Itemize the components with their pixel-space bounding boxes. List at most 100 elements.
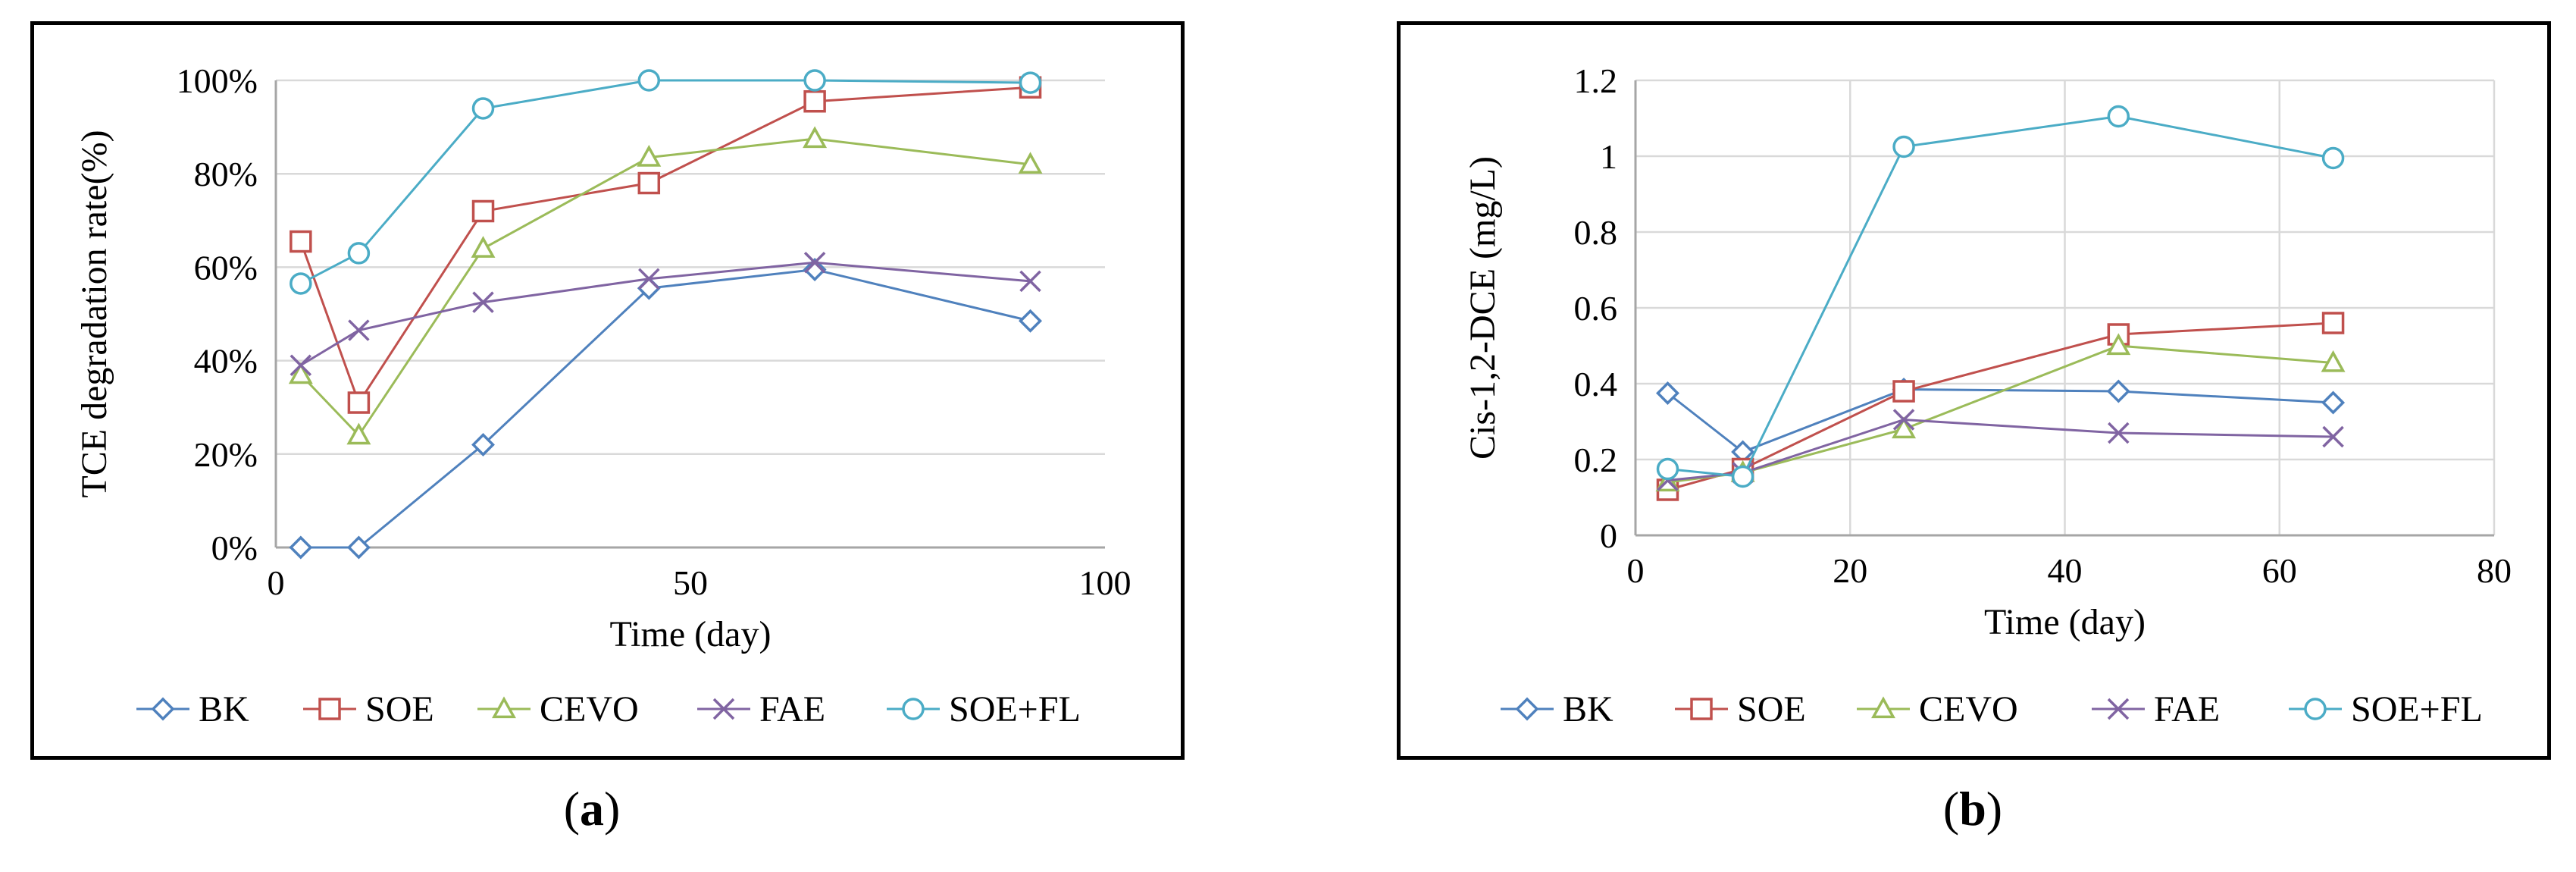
data-point [471, 97, 495, 120]
legend-label: SOE [1737, 689, 1806, 729]
y-tick-label: 60% [194, 248, 258, 287]
series-FAE [1657, 409, 2344, 491]
legend-label: BK [199, 689, 249, 729]
caption-b-close: ) [1986, 782, 2003, 836]
legend-label: SOE [365, 689, 434, 729]
legend-item-BK: BK [1501, 689, 1614, 729]
series-line [300, 268, 1031, 549]
legend-marker [492, 696, 516, 719]
legend-item-CEVO: CEVO [477, 689, 639, 729]
data-point [2106, 379, 2130, 403]
chart-b: 0 0.2 0.4 0.6 0.8 1 1.2 0 20 40 60 80 Time (day) Cis-… [1463, 61, 2512, 729]
legend-item-FAE: FAE [2092, 689, 2220, 729]
data-point [2107, 105, 2130, 128]
series-line [1667, 418, 2333, 481]
series-line [299, 86, 1031, 406]
legend-label: FAE [2154, 689, 2220, 729]
series-CEVO [288, 126, 1043, 445]
y-tick-label: 0.4 [1574, 365, 1618, 403]
legend-marker-stroke-2 [2107, 698, 2130, 720]
legend-label: BK [1563, 689, 1614, 729]
data-point [803, 126, 828, 149]
data-point [348, 319, 370, 341]
y-tick-label: 0.6 [1574, 289, 1618, 328]
data-point-stroke-2 [290, 354, 312, 376]
data-point-stroke-2 [1019, 270, 1041, 293]
x-tick-label: 60 [2262, 551, 2297, 590]
y-tick-label: 0% [211, 529, 258, 567]
legend-item-FAE: FAE [697, 689, 825, 729]
caption-a-close: ) [604, 782, 621, 836]
legend-label: SOE+FL [949, 689, 1081, 729]
legend-label: CEVO [540, 689, 639, 729]
series-SOE+FL [1656, 105, 2345, 488]
data-point [637, 171, 661, 195]
legend-marker [151, 697, 175, 721]
x-tick-label: 80 [2477, 551, 2512, 590]
caption-b-open: ( [1942, 782, 1960, 836]
caption-b: (b) [1859, 781, 2086, 837]
data-point [289, 535, 313, 560]
legend-marker [1871, 696, 1895, 719]
data-point [1656, 457, 1679, 481]
data-point [472, 291, 494, 313]
legend-label: CEVO [1919, 689, 2018, 729]
y-tick-label: 1.2 [1574, 61, 1618, 100]
data-point [803, 89, 826, 113]
data-point-stroke-2 [472, 291, 494, 313]
series-line [300, 79, 1031, 285]
data-point [290, 230, 312, 253]
legend-marker-stroke-2 [712, 698, 735, 720]
data-point [803, 258, 827, 281]
data-point [1892, 135, 1915, 158]
legend-item-SOE: SOE [303, 689, 434, 729]
data-point [1018, 152, 1043, 174]
x-tick-label: 20 [1833, 551, 1867, 590]
data-point [290, 272, 312, 295]
series-SOE+FL [290, 69, 1042, 295]
y-tick-label: 0.2 [1574, 441, 1618, 479]
y-tick-label: 0.8 [1574, 213, 1618, 252]
data-point-stroke-2 [1892, 409, 1915, 431]
y-tick-label: 0 [1600, 516, 1617, 555]
data-point-stroke-2 [348, 319, 370, 341]
series-line [1667, 114, 2333, 478]
y-tick-label: 40% [194, 342, 258, 381]
data-point [346, 535, 371, 560]
series-line [299, 137, 1031, 438]
data-point [1019, 270, 1041, 293]
legend-item-CEVO: CEVO [1857, 689, 2018, 729]
x-tick-label: 0 [1627, 551, 1645, 590]
data-point [2321, 312, 2345, 334]
data-point [2106, 333, 2131, 356]
data-point-stroke-2 [2322, 425, 2344, 448]
legend-item-BK: BK [136, 689, 249, 729]
series-SOE [290, 76, 1042, 414]
data-point [637, 145, 662, 167]
y-axis-title: TCE degradation rate(%) [74, 130, 114, 497]
data-point [1019, 71, 1042, 94]
caption-a: (a) [478, 781, 706, 837]
data-point [471, 433, 495, 456]
data-point [347, 242, 371, 265]
data-point [1892, 409, 1915, 431]
legend-marker [318, 698, 341, 720]
data-point [1656, 381, 1679, 405]
chart-a: 0% 20% 40% 60% 80% 100% 0 50 100 Time (day) TCE de… [74, 61, 1131, 729]
data-point-stroke-2 [2108, 422, 2130, 444]
legend-marker [1690, 698, 1713, 720]
series-line [300, 261, 1031, 367]
legend-item-SOE+FL: SOE+FL [887, 689, 1081, 729]
data-point [347, 391, 371, 414]
data-point [1019, 309, 1043, 333]
data-point [2321, 350, 2346, 372]
data-point [288, 362, 313, 384]
y-axis-title: Cis-1,2-DCE (mg/L) [1463, 156, 1503, 460]
x-tick-label: 40 [2048, 551, 2083, 590]
data-point [471, 199, 495, 223]
series-BK [289, 258, 1043, 560]
data-point [290, 354, 312, 376]
legend-marker [902, 698, 925, 720]
data-point [471, 236, 496, 258]
